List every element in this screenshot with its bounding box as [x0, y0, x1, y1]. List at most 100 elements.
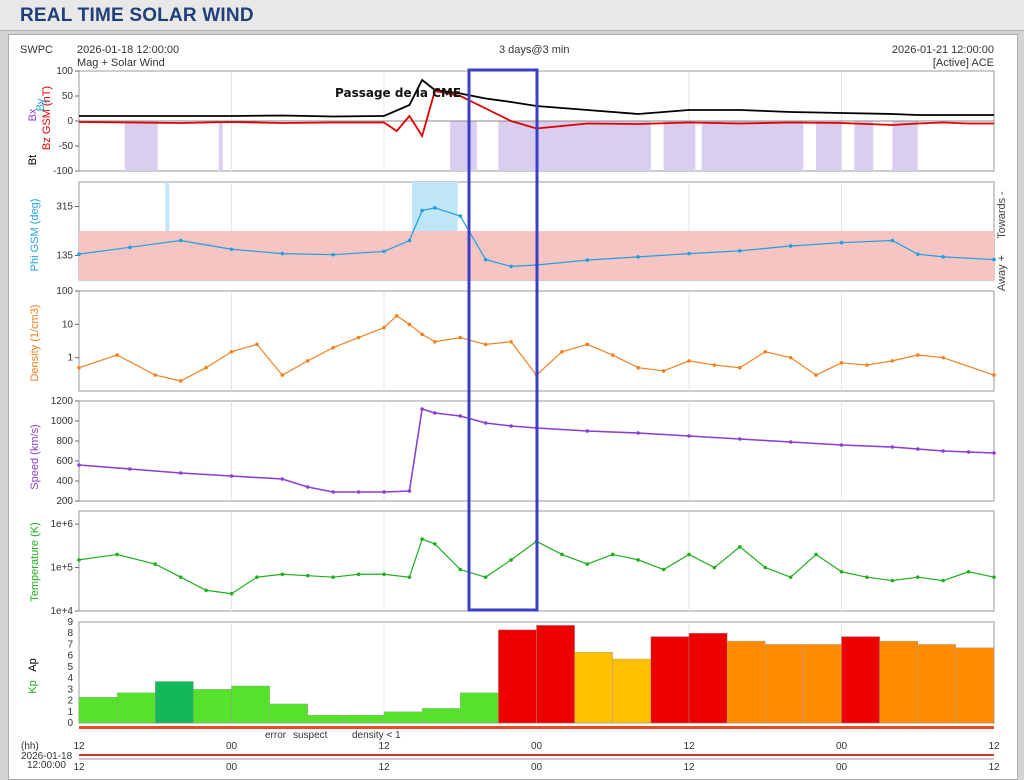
solar-wind-chart: SWPC 2026-01-18 12:00:00 Mag + Solar Win…: [20, 44, 1008, 773]
y-tick-label: 3: [67, 684, 73, 695]
kp-bar: [841, 636, 880, 724]
temperature-point: [661, 567, 666, 572]
temperature-point: [305, 573, 310, 578]
y-tick-label: 9: [67, 617, 73, 628]
density-point: [331, 345, 335, 350]
density-point: [229, 349, 234, 354]
density-point: [433, 339, 437, 344]
kp-bar: [345, 714, 385, 724]
y-tick-label: 7: [67, 639, 73, 650]
density-point: [356, 335, 361, 340]
x-tick-label: 00: [226, 762, 238, 773]
bt-series: [79, 78, 994, 118]
density-point: [839, 361, 844, 365]
density-point: [509, 339, 513, 344]
temperature-point: [585, 562, 590, 566]
density-point: [585, 342, 590, 347]
density-point: [941, 355, 945, 360]
density-point: [255, 342, 259, 347]
spacecraft-label: [Active] ACE: [933, 57, 994, 69]
y-tick-label: 5: [67, 662, 73, 673]
kp-bar: [917, 644, 957, 724]
speed-point: [331, 490, 335, 494]
x-tick-label: 00: [226, 741, 238, 752]
speed-point: [382, 490, 386, 494]
density-point: [636, 365, 640, 370]
page-header: REAL TIME SOLAR WIND: [0, 0, 1024, 31]
start-time: 2026-01-18 12:00:00: [77, 44, 179, 56]
temperature-point: [560, 552, 564, 557]
kp-bar: [78, 696, 118, 724]
x-tick-label: 12: [73, 762, 85, 773]
temperature-point: [992, 575, 996, 579]
time-date: 2026-01-18: [21, 751, 73, 762]
y-tick-label: 1e+5: [50, 563, 73, 574]
temperature-point: [331, 575, 335, 579]
temperature-point: [255, 575, 259, 579]
temperature-point: [77, 558, 81, 562]
southward-band: [498, 121, 651, 171]
temperature-point: [814, 552, 818, 557]
towards-label: Towards -: [996, 191, 1008, 239]
temperature-point: [433, 542, 437, 546]
kp-bar: [421, 708, 461, 724]
y-tick-label: 50: [62, 91, 74, 102]
density-point: [763, 349, 768, 354]
phi-axis-label: Phi GSM (deg): [29, 199, 41, 272]
y-tick-label: 1000: [51, 416, 74, 427]
y-tick-label: 200: [56, 496, 73, 507]
kp-bar: [803, 644, 842, 724]
speed-point: [77, 463, 81, 467]
source-label: SWPC: [20, 44, 53, 56]
density-point: [992, 373, 996, 377]
kp-bar: [688, 633, 728, 724]
kp-bar: [231, 685, 270, 724]
density-point: [712, 363, 717, 367]
southward-band: [816, 121, 842, 171]
temperature-point: [865, 575, 869, 579]
y-tick-label: 1200: [51, 396, 74, 407]
density-point: [458, 335, 463, 340]
speed-point: [229, 474, 234, 478]
x-tick-label: 00: [836, 741, 848, 752]
y-tick-label: 1e+6: [50, 519, 73, 530]
kp-bar: [612, 658, 652, 724]
x-tick-label: 00: [531, 741, 543, 752]
density-point: [153, 373, 158, 377]
southward-band: [124, 121, 158, 171]
kp-bar: [269, 703, 308, 724]
x-tick-label: 12: [683, 762, 695, 773]
temperature-point: [382, 572, 386, 577]
bx-axis-label: Bx: [27, 108, 39, 121]
kp-bar: [155, 681, 194, 724]
density-point: [865, 363, 869, 367]
x-tick-label: 12: [73, 741, 85, 752]
southward-band: [663, 121, 696, 171]
temperature-point: [178, 575, 183, 579]
density-point: [77, 365, 81, 370]
toward-sector-fill: [165, 182, 170, 231]
time-span: 3 days@3 min: [499, 44, 569, 56]
temperature-point: [941, 578, 945, 583]
speed-point: [407, 489, 412, 493]
density-point: [407, 322, 412, 327]
ap-axis-label: Ap: [27, 658, 39, 671]
density-point: [420, 332, 424, 337]
y-tick-label: 315: [56, 202, 73, 213]
y-tick-label: -50: [59, 141, 74, 152]
density-point: [915, 353, 920, 357]
page-title: REAL TIME SOLAR WIND: [20, 5, 254, 26]
temperature-point: [509, 558, 513, 562]
legend-suspect: suspect: [293, 730, 328, 741]
temperature-point: [407, 575, 412, 579]
time-clock: 12:00:00: [27, 760, 66, 771]
speed-point: [178, 471, 183, 475]
y-tick-label: 1: [67, 707, 73, 718]
legend-density: density < 1: [352, 730, 401, 741]
time-unit: (hh): [21, 741, 39, 752]
density-point: [610, 353, 615, 357]
temperature-point: [115, 552, 119, 557]
y-tick-label: 10: [62, 319, 74, 330]
y-tick-label: 400: [56, 476, 73, 487]
kp-bar: [307, 714, 347, 724]
